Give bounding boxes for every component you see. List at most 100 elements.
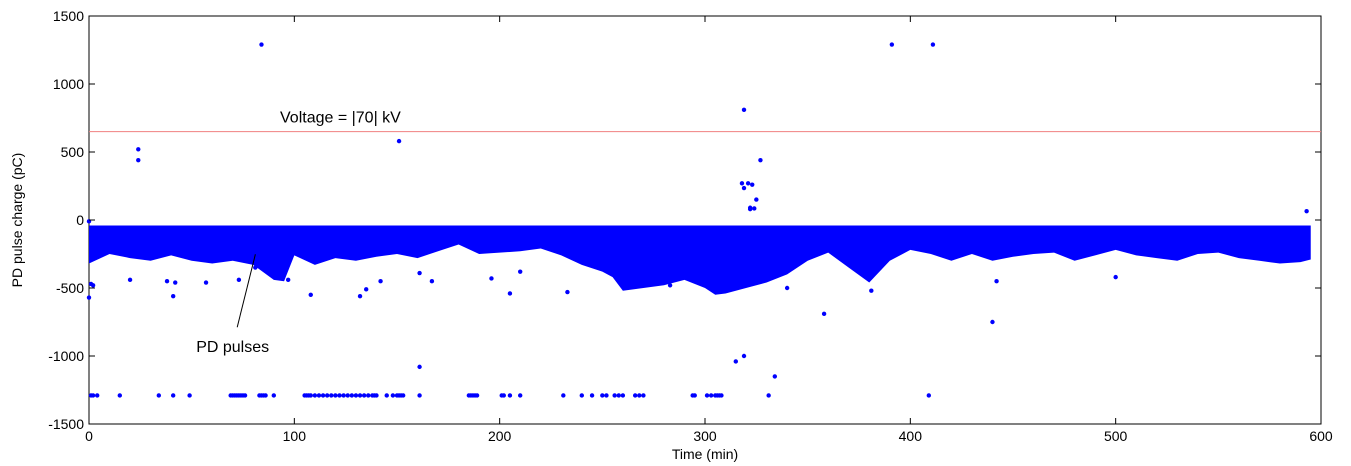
data-point [95, 393, 100, 398]
plot-area [88, 15, 1322, 425]
data-point [821, 311, 827, 317]
pd-pulse-band [89, 225, 1311, 295]
data-point [667, 283, 673, 288]
data-point [704, 393, 710, 398]
data-point [518, 269, 523, 274]
y-tick-label: 1000 [53, 76, 84, 92]
data-point [400, 393, 406, 398]
annotations: PD pulses [196, 254, 269, 356]
y-axis-label: PD pulse charge (pC) [9, 153, 25, 288]
data-point [641, 393, 646, 398]
x-tick-label: 300 [693, 428, 717, 444]
data-point [236, 277, 242, 283]
x-tick-label: 0 [85, 428, 93, 444]
data-point [117, 393, 123, 398]
data-point [308, 393, 313, 398]
data-point [501, 393, 506, 398]
data-point [345, 393, 350, 398]
y-tick-label: 0 [76, 212, 84, 228]
data-point [320, 393, 326, 398]
x-axis-label: Time (min) [672, 446, 738, 462]
data-point [739, 181, 745, 186]
annotation-leader-line [236, 254, 256, 328]
data-point [90, 393, 96, 398]
data-point [136, 147, 141, 152]
data-point [784, 285, 790, 291]
data-point [620, 393, 626, 398]
data-point [1113, 274, 1118, 280]
data-point [374, 393, 379, 398]
data-point [750, 182, 755, 187]
data-point [316, 393, 322, 398]
data-point [741, 185, 747, 191]
y-tick-label: -1000 [48, 348, 84, 364]
data-point [253, 265, 258, 270]
x-tick-label: 400 [899, 428, 923, 444]
data-point [357, 293, 363, 299]
data-point [353, 393, 359, 398]
data-point [259, 42, 264, 47]
y-tick-label: -1500 [48, 416, 84, 432]
data-point [741, 107, 747, 113]
data-point [600, 393, 605, 398]
data-point [772, 374, 778, 379]
data-point [337, 393, 342, 398]
x-tick-label: 200 [488, 428, 512, 444]
data-point [747, 206, 753, 212]
data-point [752, 206, 757, 211]
data-point [187, 393, 192, 398]
x-tick-label: 600 [1309, 428, 1333, 444]
data-point [990, 319, 995, 325]
data-point [86, 295, 92, 300]
data-point [170, 393, 176, 398]
data-point [708, 393, 714, 398]
data-point [308, 292, 313, 297]
pd-band-area [89, 225, 1311, 295]
y-tick-label: 500 [61, 144, 85, 160]
data-point [329, 393, 334, 398]
data-point [429, 279, 435, 284]
data-point [384, 393, 389, 398]
data-point [242, 393, 248, 398]
data-point [271, 393, 276, 398]
data-point [930, 42, 936, 47]
data-point [696, 279, 702, 284]
data-point [357, 393, 363, 398]
data-point [417, 364, 422, 370]
data-point [417, 393, 422, 398]
data-point [507, 291, 513, 296]
data-point [341, 393, 346, 398]
data-point [396, 138, 402, 144]
data-point [869, 288, 874, 293]
scatter-points [86, 42, 1309, 398]
data-point [366, 393, 371, 398]
threshold-group: Voltage = |70| kV [89, 110, 1321, 133]
data-point [349, 393, 355, 398]
data-point [766, 393, 771, 398]
data-point [170, 293, 176, 299]
data-point [889, 42, 895, 47]
data-point [518, 393, 523, 398]
x-tick-label: 100 [283, 428, 307, 444]
data-point [994, 279, 999, 284]
data-point [758, 157, 763, 163]
data-point [136, 157, 141, 163]
data-point [632, 393, 638, 398]
data-point [164, 279, 170, 284]
data-point [719, 393, 724, 398]
data-point [474, 393, 480, 398]
annotation-label: PD pulses [196, 339, 269, 356]
data-point [333, 393, 338, 398]
data-point [203, 280, 209, 285]
data-point [579, 393, 584, 398]
data-point [285, 277, 291, 283]
data-point [926, 393, 932, 398]
data-point [263, 393, 268, 398]
axes: 0 100 200 300 400 500 600 -1500 -1000 -500 0 500 100… [48, 8, 1333, 444]
data-point [733, 359, 738, 364]
data-point [90, 283, 96, 288]
data-point [616, 393, 621, 398]
data-point [741, 353, 747, 359]
data-point [390, 393, 396, 398]
